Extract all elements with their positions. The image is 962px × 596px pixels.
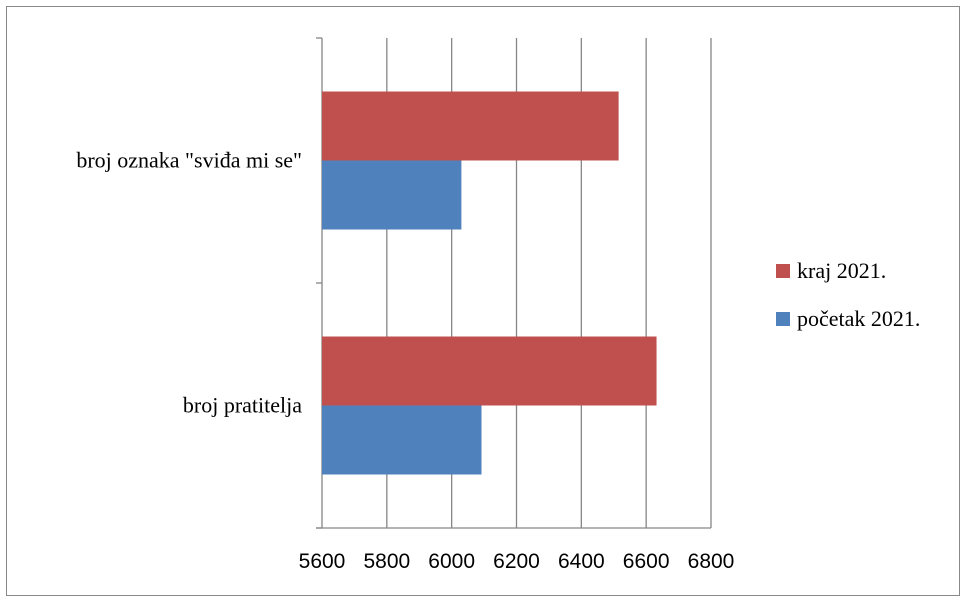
legend-label: kraj 2021. <box>797 258 886 283</box>
category-label: broj pratitelja <box>183 393 302 418</box>
x-tick-labels: 5600 5800 6000 6200 6400 6600 6800 <box>299 550 735 573</box>
category-label: broj oznaka "sviđa mi se" <box>76 148 302 173</box>
x-tick-label: 6800 <box>688 550 735 573</box>
bar <box>322 405 482 475</box>
bar <box>322 336 657 406</box>
legend-swatch <box>776 312 790 326</box>
x-tick-label: 6600 <box>623 550 670 573</box>
x-tick-label: 6000 <box>428 550 475 573</box>
legend: kraj 2021. početak 2021. <box>776 258 920 331</box>
x-tick-label: 5600 <box>299 550 346 573</box>
bar-chart: broj oznaka "sviđa mi se" broj pratitelja… <box>76 37 920 573</box>
legend-swatch <box>776 264 790 278</box>
category-labels: broj oznaka "sviđa mi se" broj pratitelja <box>76 148 302 418</box>
x-tick-label: 6200 <box>493 550 540 573</box>
legend-label: početak 2021. <box>797 306 920 331</box>
x-tick-label: 5800 <box>363 550 410 573</box>
bars <box>322 91 657 475</box>
x-tick-label: 6400 <box>558 550 605 573</box>
bar <box>322 91 619 161</box>
bar <box>322 160 462 230</box>
